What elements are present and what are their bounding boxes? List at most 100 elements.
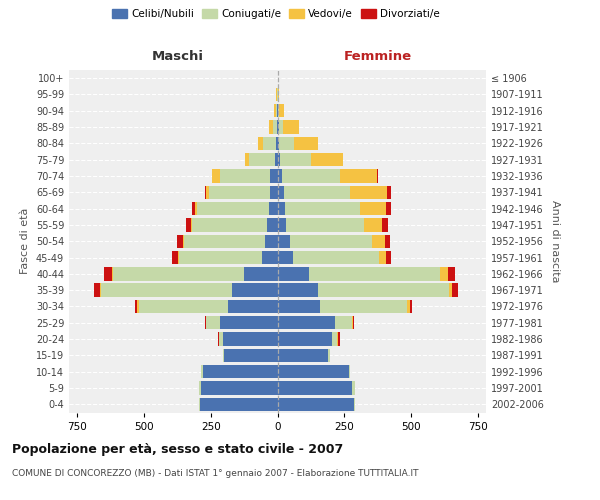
Bar xyxy=(104,267,112,280)
Bar xyxy=(197,202,269,215)
Bar xyxy=(274,104,275,118)
Bar xyxy=(203,365,277,378)
Legend: Celibi/Nubili, Coniugati/e, Vedovi/e, Divorziati/e: Celibi/Nubili, Coniugati/e, Vedovi/e, Di… xyxy=(108,5,444,24)
Bar xyxy=(220,170,270,182)
Bar xyxy=(205,316,206,330)
Bar xyxy=(277,316,335,330)
Bar xyxy=(270,186,277,199)
Bar xyxy=(335,316,352,330)
Bar xyxy=(193,218,268,232)
Y-axis label: Fasce di età: Fasce di età xyxy=(20,208,30,274)
Bar xyxy=(206,186,209,199)
Bar xyxy=(224,348,277,362)
Bar xyxy=(352,316,353,330)
Bar xyxy=(407,300,410,313)
Bar xyxy=(268,218,277,232)
Bar xyxy=(228,300,277,313)
Bar xyxy=(372,234,385,248)
Bar xyxy=(244,267,277,280)
Bar xyxy=(283,170,340,182)
Bar xyxy=(277,251,293,264)
Bar xyxy=(275,153,277,166)
Bar xyxy=(294,136,317,150)
Bar xyxy=(277,332,332,346)
Text: Popolazione per età, sesso e stato civile - 2007: Popolazione per età, sesso e stato civil… xyxy=(12,442,343,456)
Bar xyxy=(270,170,277,182)
Bar xyxy=(277,398,353,411)
Bar xyxy=(135,300,137,313)
Bar xyxy=(293,251,379,264)
Bar xyxy=(202,382,277,394)
Bar xyxy=(262,251,277,264)
Bar xyxy=(177,234,183,248)
Bar xyxy=(269,202,277,215)
Bar xyxy=(277,218,286,232)
Bar xyxy=(449,284,452,297)
Bar xyxy=(388,186,391,199)
Bar xyxy=(340,170,377,182)
Bar xyxy=(172,251,178,264)
Bar xyxy=(382,218,388,232)
Bar xyxy=(199,398,200,411)
Bar xyxy=(179,251,262,264)
Bar xyxy=(278,88,280,101)
Bar xyxy=(195,202,197,215)
Bar xyxy=(278,136,294,150)
Bar xyxy=(218,332,220,346)
Bar xyxy=(187,218,191,232)
Bar xyxy=(101,284,232,297)
Bar xyxy=(320,300,407,313)
Bar xyxy=(349,365,350,378)
Bar xyxy=(277,136,278,150)
Bar xyxy=(183,234,184,248)
Bar xyxy=(284,186,350,199)
Bar xyxy=(232,284,277,297)
Bar xyxy=(277,202,285,215)
Bar xyxy=(178,251,179,264)
Bar xyxy=(286,218,364,232)
Bar xyxy=(280,153,311,166)
Bar xyxy=(353,316,354,330)
Bar xyxy=(386,251,391,264)
Bar xyxy=(350,186,388,199)
Bar xyxy=(364,218,382,232)
Y-axis label: Anni di nascita: Anni di nascita xyxy=(550,200,560,282)
Bar xyxy=(263,136,277,150)
Bar xyxy=(277,170,283,182)
Bar xyxy=(193,202,195,215)
Bar xyxy=(100,284,101,297)
Bar xyxy=(223,332,277,346)
Bar xyxy=(448,267,455,280)
Bar xyxy=(205,186,206,199)
Bar xyxy=(113,267,244,280)
Bar xyxy=(249,153,275,166)
Bar xyxy=(328,348,330,362)
Bar xyxy=(258,136,263,150)
Bar xyxy=(277,300,320,313)
Bar xyxy=(212,170,220,182)
Bar xyxy=(191,218,193,232)
Bar xyxy=(360,202,386,215)
Bar xyxy=(223,348,224,362)
Bar xyxy=(290,234,372,248)
Bar xyxy=(278,104,280,118)
Bar xyxy=(220,332,223,346)
Bar xyxy=(352,382,355,394)
Bar xyxy=(280,104,284,118)
Text: Femmine: Femmine xyxy=(344,50,412,64)
Bar xyxy=(277,267,309,280)
Bar xyxy=(200,398,277,411)
Bar xyxy=(269,120,273,134)
Bar xyxy=(202,365,203,378)
Bar xyxy=(385,234,389,248)
Bar xyxy=(265,234,277,248)
Bar xyxy=(285,202,360,215)
Bar xyxy=(273,120,277,134)
Bar xyxy=(206,316,220,330)
Bar xyxy=(277,348,328,362)
Bar xyxy=(278,120,283,134)
Bar xyxy=(410,300,412,313)
Bar xyxy=(277,153,280,166)
Bar xyxy=(277,120,278,134)
Bar xyxy=(277,365,349,378)
